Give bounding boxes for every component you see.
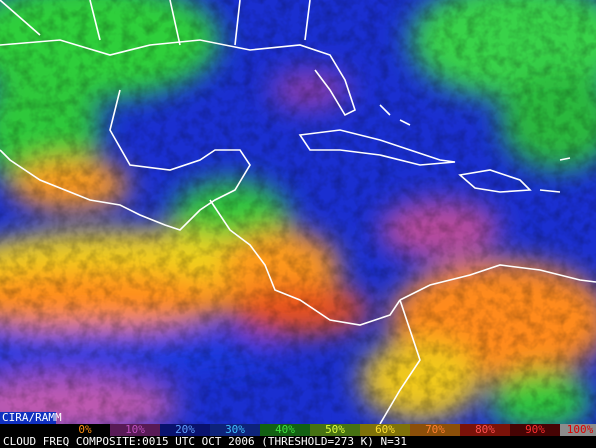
credit: CIRA/RAMM bbox=[2, 411, 62, 424]
legend-label: 80% bbox=[475, 423, 495, 436]
legend-label: 30% bbox=[225, 423, 245, 436]
caption: CLOUD FREQ COMPOSITE:0015 UTC OCT 2006 (… bbox=[3, 435, 407, 448]
legend-label: 10% bbox=[125, 423, 145, 436]
legend-swatch bbox=[410, 424, 460, 436]
credit-box bbox=[0, 412, 56, 424]
coastlines bbox=[0, 0, 596, 424]
legend-swatch bbox=[160, 424, 210, 436]
legend-swatch bbox=[260, 424, 310, 436]
legend-swatch bbox=[310, 424, 360, 436]
legend-label: 100% bbox=[567, 423, 594, 436]
legend: 0% 10% 20% 30% 40% 50% 60% 70% 80% 90% 100% bbox=[60, 423, 596, 436]
legend-label: 40% bbox=[275, 423, 295, 436]
legend-swatch bbox=[360, 424, 410, 436]
legend-swatch bbox=[510, 424, 560, 436]
legend-swatch bbox=[460, 424, 510, 436]
legend-swatch bbox=[110, 424, 160, 436]
legend-label: 90% bbox=[525, 423, 545, 436]
legend-swatch bbox=[210, 424, 260, 436]
legend-label: 0% bbox=[78, 423, 92, 436]
legend-label: 20% bbox=[175, 423, 195, 436]
legend-swatch bbox=[560, 424, 596, 436]
legend-swatch bbox=[60, 424, 110, 436]
legend-label: 50% bbox=[325, 423, 345, 436]
legend-label: 70% bbox=[425, 423, 445, 436]
legend-label: 60% bbox=[375, 423, 395, 436]
cloud-field bbox=[0, 0, 596, 424]
